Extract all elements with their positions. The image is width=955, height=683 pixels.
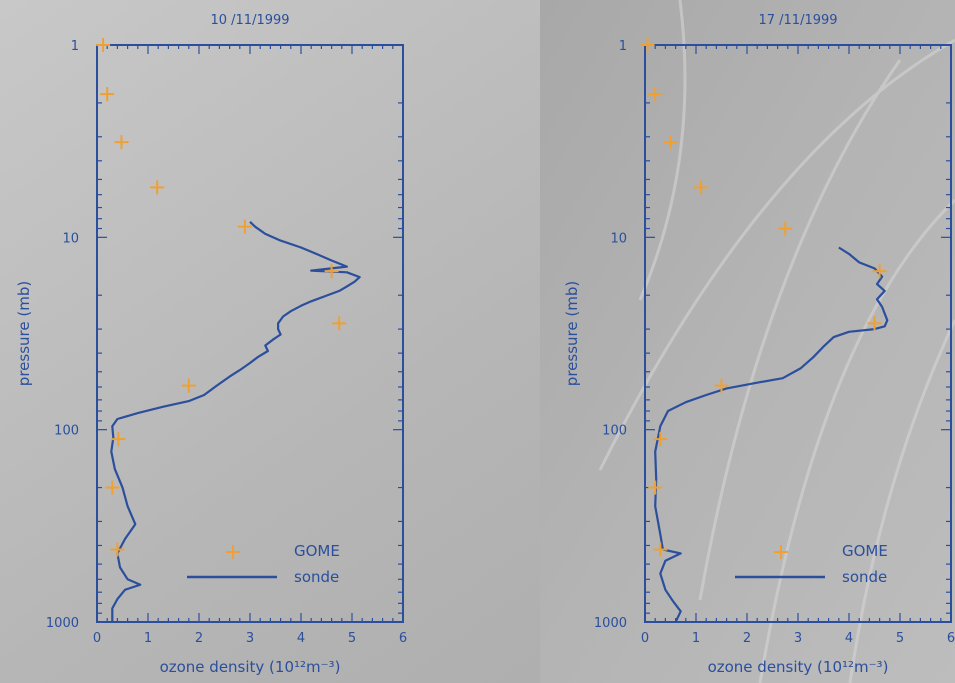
- y-axis-label: pressure (mb): [15, 281, 33, 386]
- gome-point: [867, 316, 882, 331]
- gome-point: [653, 432, 668, 447]
- legend-gome-label: GOME: [294, 542, 340, 560]
- chart-title: 17 /11/1999: [758, 13, 837, 28]
- gome-point: [105, 480, 120, 495]
- gome-point: [110, 542, 125, 557]
- gome-point: [648, 480, 663, 495]
- chart-left: 0 1 2 3 4 5 6 1 10 100 1000 10 /11/1999 ozone dens…: [15, 13, 407, 676]
- legend: GOME sonde: [735, 542, 888, 586]
- x-tick-label: 0: [93, 631, 101, 646]
- tick-labels: 0 1 2 3 4 5 6 1 10 100 1000: [594, 39, 955, 646]
- y-tick-label: 100: [602, 424, 627, 439]
- x-tick-label: 6: [399, 631, 407, 646]
- chart-title: 10 /11/1999: [210, 13, 289, 28]
- plot-frame: [96, 44, 404, 623]
- chart-marks: [96, 38, 361, 622]
- gome-point: [111, 432, 126, 447]
- x-tick-label: 5: [348, 631, 356, 646]
- x-tick-label: 3: [246, 631, 254, 646]
- x-tick-label: 1: [144, 631, 152, 646]
- gome-point: [181, 378, 196, 393]
- x-tick-label: 3: [794, 631, 802, 646]
- gome-point: [694, 180, 709, 195]
- gome-point: [653, 542, 668, 557]
- legend-sonde-label: sonde: [294, 568, 339, 586]
- y-axis-label: pressure (mb): [563, 281, 581, 386]
- x-tick-label: 2: [743, 631, 751, 646]
- legend: GOME sonde: [187, 542, 340, 586]
- legend-gome-label: GOME: [842, 542, 888, 560]
- gome-point: [640, 38, 655, 52]
- gome-point: [96, 38, 111, 52]
- gome-point: [714, 378, 729, 393]
- axis-ticks: [96, 44, 404, 622]
- axis-ticks: [644, 44, 952, 622]
- gome-point: [150, 180, 165, 195]
- legend-cross-shape: [226, 545, 240, 559]
- gome-point: [872, 264, 887, 279]
- x-tick-label: 1: [692, 631, 700, 646]
- chart-marks: [640, 38, 889, 623]
- y-tick-label: 10: [610, 231, 627, 246]
- sonde-profile-line: [110, 221, 361, 622]
- x-tick-label: 5: [896, 631, 904, 646]
- gome-point: [324, 264, 339, 279]
- sonde-profile-line: [654, 246, 889, 623]
- legend-sonde-label: sonde: [842, 568, 887, 586]
- x-axis-label: ozone density (10¹²m⁻³): [160, 658, 341, 676]
- x-tick-label: 2: [195, 631, 203, 646]
- y-tick-label: 1000: [46, 616, 79, 631]
- x-tick-label: 0: [641, 631, 649, 646]
- y-tick-label: 100: [54, 424, 79, 439]
- y-tick-label: 1: [619, 39, 627, 54]
- gome-point: [648, 87, 663, 102]
- legend-gome-marker: [226, 545, 240, 559]
- y-tick-label: 1: [71, 39, 79, 54]
- y-tick-label: 10: [62, 231, 79, 246]
- legend-gome-marker: [774, 545, 788, 559]
- gome-point: [100, 87, 115, 102]
- gome-point: [114, 135, 129, 150]
- legend-cross-shape: [774, 545, 788, 559]
- chart-right: 0 1 2 3 4 5 6 1 10 100 1000 17 /11/1999 ozone dens…: [563, 13, 955, 676]
- gome-point: [237, 219, 252, 234]
- y-tick-label: 1000: [594, 616, 627, 631]
- x-tick-label: 4: [297, 631, 305, 646]
- x-tick-label: 6: [947, 631, 955, 646]
- x-tick-label: 4: [845, 631, 853, 646]
- tick-labels: 0 1 2 3 4 5 6 1 10 100 1000: [46, 39, 407, 646]
- x-axis-label: ozone density (10¹²m⁻³): [708, 658, 889, 676]
- gome-point: [332, 316, 347, 331]
- gome-point: [778, 221, 793, 236]
- gome-point: [663, 135, 678, 150]
- plot-frame: [644, 44, 952, 623]
